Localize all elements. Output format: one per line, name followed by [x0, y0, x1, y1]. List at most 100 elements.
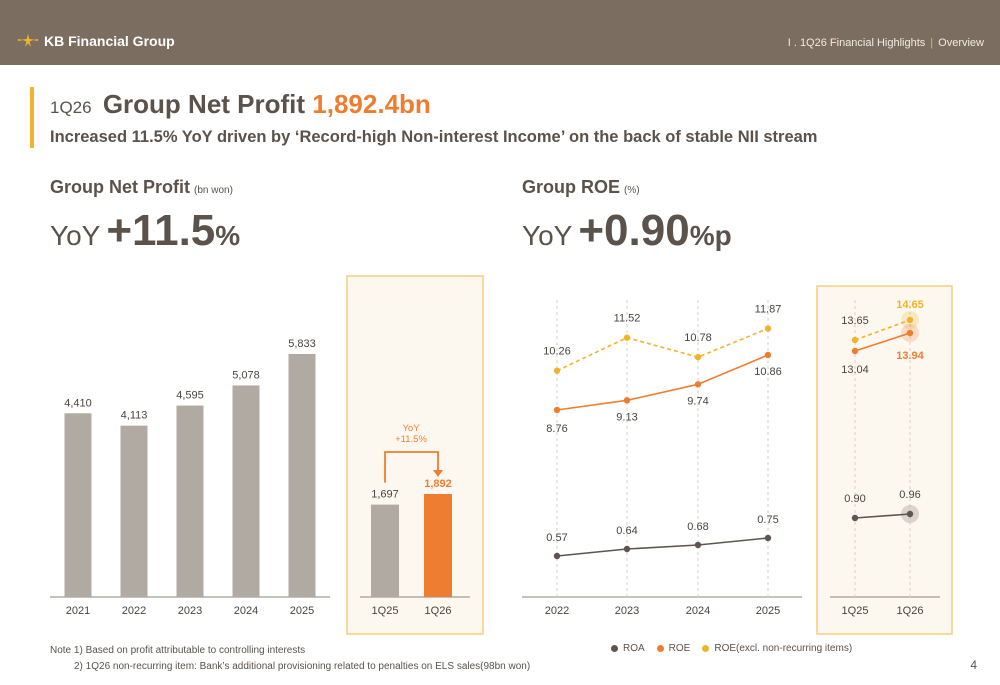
annual-roa-label: 0.75	[757, 514, 778, 526]
annual-roe-label: 8.76	[546, 423, 567, 435]
annual-roa-point[interactable]	[694, 541, 702, 549]
breadcrumb-page[interactable]: Overview	[938, 37, 984, 49]
quarterly-profit-tick-label: 1Q25	[372, 605, 399, 617]
yoy-arrow-head	[433, 470, 443, 477]
annual-roe-excl-line	[556, 327, 769, 372]
quarterly-roe-line	[854, 332, 911, 352]
annual-roe-excl-point[interactable]	[694, 353, 702, 361]
annual-roe-point[interactable]	[553, 406, 561, 414]
annual-profit-bar-label: 5,833	[288, 338, 316, 350]
breadcrumb: I . 1Q26 Financial Highlights | Overview	[788, 37, 984, 49]
quarterly-profit-bar-label: 1,697	[371, 489, 399, 501]
quarterly-roe-highlight-panel	[816, 285, 953, 635]
roe-title-text: Group ROE	[522, 177, 620, 197]
annual-roa-line	[556, 537, 769, 557]
annual-roe-excl-label: 11.87	[755, 304, 782, 316]
annual-roa-point[interactable]	[623, 545, 631, 553]
annual-roe-tick-label: 2024	[686, 605, 710, 617]
annual-roe-excl-point[interactable]	[553, 367, 561, 374]
annual-roe-line	[556, 354, 769, 411]
annual-profit-bar[interactable]	[64, 413, 92, 597]
title-text: Group Net Profit	[102, 89, 306, 119]
net-profit-section-title: Group Net Profit (bn won)	[50, 177, 233, 198]
annual-roe-label: 9.13	[616, 411, 637, 423]
legend-label-roa: ROA	[623, 643, 645, 654]
legend-item-roa[interactable]: ROA	[611, 643, 645, 654]
quarterly-roe-point[interactable]	[906, 329, 914, 337]
annual-profit-bar[interactable]	[176, 405, 204, 597]
roe-yoy-lead: YoY	[522, 220, 573, 251]
annual-roe-label: 10.86	[754, 366, 782, 378]
annual-roe-tick-label: 2023	[615, 605, 639, 617]
note-2: 2) 1Q26 non-recurring item: Bank’s addit…	[74, 661, 531, 672]
annual-roa-label: 0.68	[687, 521, 708, 533]
quarterly-roe-excl-point[interactable]	[851, 336, 859, 344]
roe-legend: ROA ROE ROE(excl. non-recurring items)	[611, 643, 852, 654]
annual-roe-excl-point[interactable]	[623, 334, 631, 341]
quarterly-roe-excl-label: 14.65	[896, 299, 924, 311]
breadcrumb-section[interactable]: I . 1Q26 Financial Highlights	[787, 37, 926, 49]
annual-roe-excl-point[interactable]	[764, 325, 772, 332]
quarterly-profit-bar-label: 1,892	[424, 478, 452, 490]
page-title: 1Q26 Group Net Profit 1,892.4bn	[50, 89, 431, 120]
net-profit-title-text: Group Net Profit	[50, 177, 190, 197]
annual-roe-point[interactable]	[764, 351, 772, 359]
legend-item-roe-excl[interactable]: ROE(excl. non-recurring items)	[702, 643, 852, 654]
annual-roa-point[interactable]	[553, 552, 561, 560]
yoy-annotation-label: YoY	[402, 423, 420, 434]
quarterly-roe-excl-point[interactable]	[906, 316, 914, 324]
annual-profit-bar[interactable]	[288, 354, 316, 597]
annual-profit-tick-label: 2021	[66, 605, 90, 617]
quarterly-roa-label: 0.96	[899, 489, 920, 501]
annual-profit-tick-label: 2022	[122, 605, 146, 617]
annual-roe-tick-label: 2022	[545, 605, 569, 617]
quarterly-roe-label: 13.94	[896, 350, 924, 362]
annual-profit-tick-label: 2024	[234, 605, 258, 617]
annual-roe-tick-label: 2025	[756, 605, 780, 617]
annual-roe-excl-label: 10.26	[543, 346, 571, 358]
kb-logo[interactable]: KB Financial Group	[18, 33, 175, 49]
roe-yoy-suffix: %p	[689, 220, 732, 251]
legend-dot-roe	[656, 644, 664, 652]
legend-item-roe[interactable]: ROE	[656, 643, 691, 654]
roe-section-title: Group ROE (%)	[522, 177, 640, 198]
annual-roe-excl-label: 11.52	[614, 313, 641, 325]
quarterly-roe-excl-line	[854, 319, 911, 341]
quarterly-profit-bar[interactable]	[424, 494, 452, 597]
annual-profit-bar[interactable]	[232, 385, 260, 597]
title-accent-bar	[30, 87, 34, 148]
net-profit-yoy-suffix: %	[215, 220, 241, 251]
page-subtitle: Increased 11.5% YoY driven by ‘Record-hi…	[50, 128, 818, 146]
footnotes: Note 1) Based on profit attributable to …	[50, 643, 530, 675]
annual-roa-label: 0.64	[616, 525, 637, 537]
annual-profit-tick-label: 2025	[290, 605, 314, 617]
quarterly-roa-point[interactable]	[906, 510, 914, 518]
title-period: 1Q26	[50, 98, 92, 117]
quarterly-roa-label: 0.90	[844, 493, 865, 505]
net-profit-yoy-lead: YoY	[50, 220, 101, 251]
annual-roe-point[interactable]	[623, 397, 631, 404]
quarterly-roe-point[interactable]	[851, 347, 859, 355]
quarterly-roe-tick-label: 1Q25	[842, 605, 869, 617]
annual-roa-point[interactable]	[764, 534, 772, 542]
legend-label-roe: ROE	[668, 643, 691, 654]
yoy-annotation-value: +11.5%	[395, 434, 427, 445]
quarterly-profit-bar[interactable]	[371, 504, 399, 597]
net-profit-unit: (bn won)	[194, 185, 233, 196]
breadcrumb-separator: |	[930, 37, 934, 49]
quarterly-roa-point[interactable]	[851, 514, 859, 522]
quarterly-profit-tick-label: 1Q26	[425, 605, 452, 617]
roe-yoy-value: +0.90	[578, 206, 690, 255]
annual-profit-bar-label: 4,410	[64, 397, 92, 409]
annual-profit-bar[interactable]	[120, 425, 148, 597]
quarterly-roe-label: 13.04	[841, 364, 869, 376]
annual-roe-excl-label: 10.78	[684, 332, 712, 344]
annual-profit-bar-label: 4,113	[121, 410, 148, 422]
yoy-arrow-line	[384, 451, 439, 483]
title-value: 1,892.4bn	[312, 89, 431, 119]
annual-roa-label: 0.57	[546, 532, 567, 544]
annual-profit-bar-label: 4,595	[176, 390, 204, 402]
annual-roe-point[interactable]	[694, 381, 702, 388]
quarterly-roa-line	[854, 513, 911, 519]
